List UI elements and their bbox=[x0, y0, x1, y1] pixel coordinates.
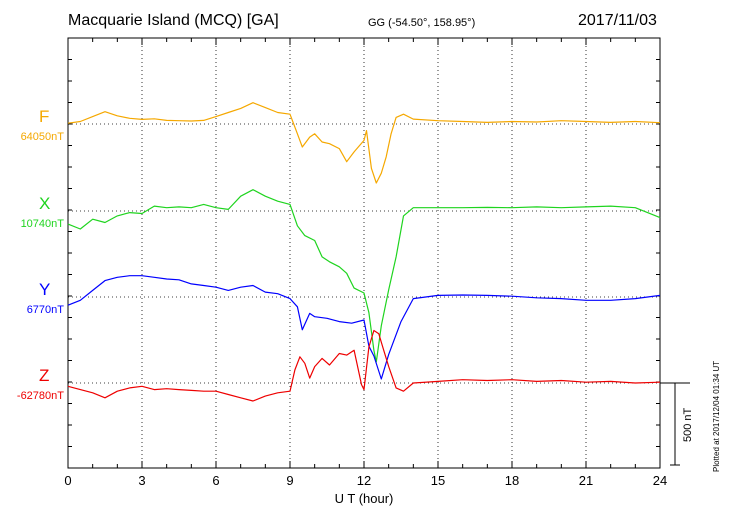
component-baseline-x: 10740nT bbox=[20, 218, 64, 230]
x-tick-label: 18 bbox=[505, 473, 519, 488]
component-baseline-y: 6770nT bbox=[26, 304, 64, 316]
component-letter-y: Y bbox=[39, 280, 51, 299]
x-tick-label: 24 bbox=[653, 473, 667, 488]
component-letter-x: X bbox=[39, 194, 51, 213]
component-letter-z: Z bbox=[39, 366, 50, 385]
x-tick-label: 21 bbox=[579, 473, 593, 488]
series-line-z bbox=[67, 329, 661, 402]
x-axis-label: U T (hour) bbox=[335, 491, 394, 506]
component-letter-f: F bbox=[39, 107, 50, 126]
scale-bar-label: 500 nT bbox=[682, 407, 694, 442]
component-baseline-f: 64050nT bbox=[20, 131, 64, 143]
date-label: 2017/11/03 bbox=[578, 12, 657, 29]
series-line-x bbox=[67, 189, 661, 363]
component-baseline-z: -62780nT bbox=[16, 390, 64, 402]
x-tick-label: 6 bbox=[212, 473, 219, 488]
station-title: Macquarie Island (MCQ) [GA] bbox=[68, 12, 279, 29]
x-tick-label: 15 bbox=[431, 473, 445, 488]
plotted-timestamp: Plotted at 2017/12/04 01:34 UT bbox=[712, 360, 721, 472]
x-tick-label: 12 bbox=[357, 473, 371, 488]
series-line-y bbox=[67, 275, 661, 380]
coordinates-label: GG (-54.50°, 158.95°) bbox=[368, 17, 476, 29]
series-line-f bbox=[67, 102, 661, 184]
x-tick-label: 0 bbox=[64, 473, 71, 488]
x-tick-label: 9 bbox=[286, 473, 293, 488]
x-tick-label: 3 bbox=[138, 473, 145, 488]
